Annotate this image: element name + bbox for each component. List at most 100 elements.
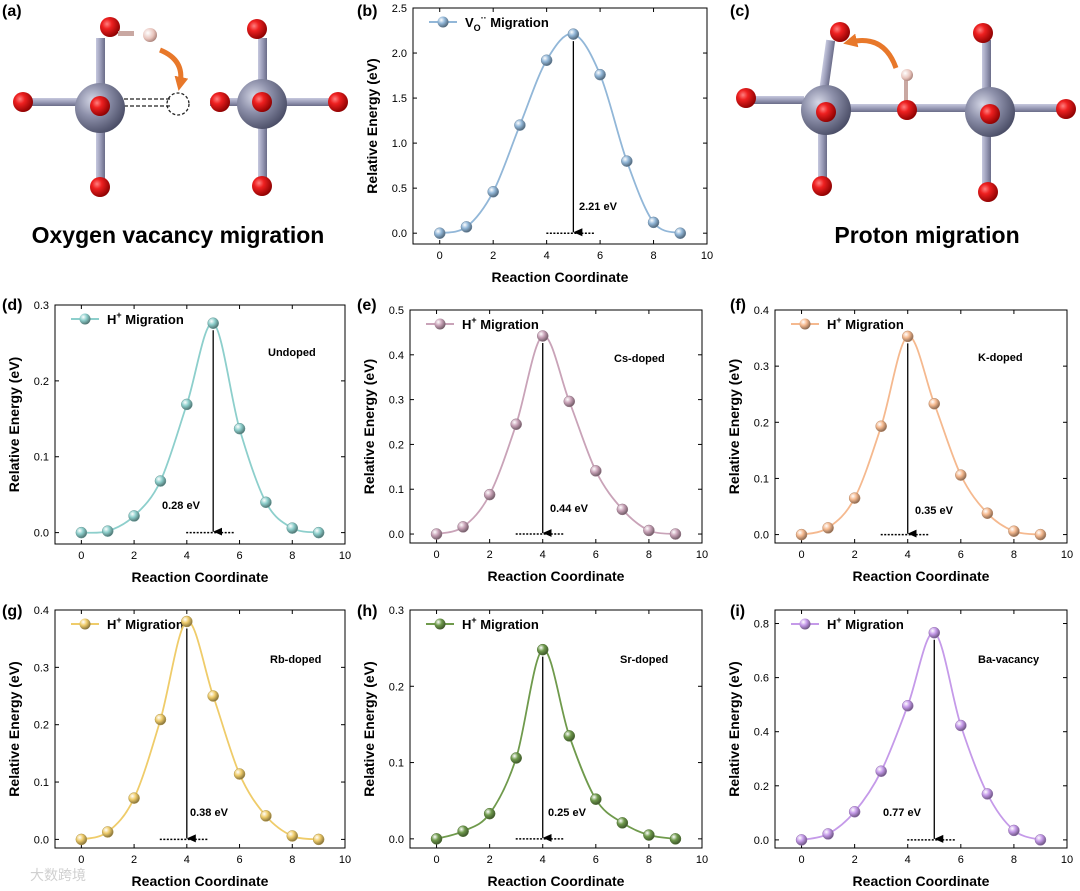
oxygen-atom <box>247 19 267 39</box>
plot-frame <box>409 309 703 544</box>
x-tick-label: 6 <box>597 250 603 262</box>
legend-label: H+ Migration <box>462 615 539 632</box>
barrier-label: 0.77 eV <box>883 807 922 819</box>
x-tick-label: 6 <box>236 854 242 866</box>
y-axis-label: Relative Energy (eV) <box>726 359 742 494</box>
bond <box>96 122 105 184</box>
bond <box>1010 104 1060 112</box>
legend-label: VO·· Migration <box>465 13 549 33</box>
x-tick-label: 2 <box>131 854 137 866</box>
series-line <box>81 322 319 534</box>
oxygen-atom <box>252 176 272 196</box>
data-point <box>457 521 469 533</box>
data-point <box>233 768 246 780</box>
legend-label: H+ Migration <box>827 615 904 632</box>
panel-label: (e) <box>357 297 377 314</box>
oxygen-atom <box>978 182 998 202</box>
data-point <box>563 395 576 408</box>
x-tick-label: 0 <box>433 854 439 866</box>
x-tick-label: 4 <box>184 854 190 866</box>
data-point <box>795 834 808 846</box>
chart-panel-d: (d) 0 2 4 6 8 10 0.0 0.1 0.2 0.3 Reaction Coordinat… <box>2 297 351 585</box>
x-tick-label: 0 <box>78 550 84 562</box>
legend-text-rest: Migration <box>487 15 549 30</box>
x-tick-label: 0 <box>798 854 804 866</box>
data-point <box>260 810 272 822</box>
data-point <box>1008 525 1020 537</box>
data-point <box>590 793 602 805</box>
bridging-oxygen-atom <box>897 100 917 120</box>
oxygen-atom <box>328 92 348 112</box>
x-tick-label: 10 <box>1061 549 1073 561</box>
legend-marker <box>434 618 446 630</box>
oh-bond <box>118 31 134 36</box>
data-point <box>1034 834 1047 846</box>
data-point <box>594 68 606 81</box>
y-tick-label: 0.1 <box>34 452 49 464</box>
y-tick-label: 0.3 <box>389 605 404 617</box>
y-axis-label: Relative Energy (eV) <box>6 357 22 492</box>
x-axis-label: Reaction Coordinate <box>132 873 269 889</box>
vacancy-site <box>166 92 190 116</box>
data-point <box>207 690 219 702</box>
data-point <box>563 730 576 742</box>
bond <box>982 128 991 184</box>
data-point <box>487 186 499 198</box>
data-point <box>616 503 629 516</box>
series-line <box>436 648 676 840</box>
migration-arrow <box>158 47 189 91</box>
panel-label: (g) <box>2 603 22 620</box>
legend-marker <box>799 618 811 630</box>
data-point <box>875 765 887 777</box>
y-tick-label: 0.0 <box>389 529 404 541</box>
legend-marker <box>799 318 811 330</box>
y-tick-label: 0.3 <box>34 300 49 312</box>
oxygen-atom <box>812 176 832 196</box>
y-tick-label: 0.4 <box>34 605 49 617</box>
oxygen-atom <box>980 104 1000 124</box>
y-tick-label: 2.5 <box>392 3 407 15</box>
data-point <box>510 752 522 764</box>
x-tick-label: 6 <box>593 854 599 866</box>
x-axis-label: Reaction Coordinate <box>132 569 269 585</box>
x-axis-label: Reaction Coordinate <box>853 873 990 889</box>
data-point <box>207 317 219 329</box>
x-tick-label: 0 <box>437 250 443 262</box>
y-tick-label: 0.0 <box>392 228 407 240</box>
x-tick-label: 2 <box>487 549 493 561</box>
y-tick-label: 0.8 <box>754 619 769 631</box>
y-tick-label: 0.1 <box>389 484 404 496</box>
hydrogen-atom <box>143 28 157 42</box>
oxygen-atom <box>13 92 33 112</box>
data-point <box>981 507 994 519</box>
plot-frame <box>409 609 703 849</box>
y-axis-label: Relative Energy (eV) <box>361 359 377 494</box>
y-axis-label: Relative Energy (eV) <box>361 661 377 796</box>
series-line <box>436 335 676 535</box>
data-point <box>795 528 808 541</box>
data-point <box>154 713 167 726</box>
data-point <box>154 475 167 487</box>
plot-frame <box>774 309 1068 544</box>
data-point <box>621 155 633 167</box>
data-point <box>75 526 88 539</box>
x-axis-label: Reaction Coordinate <box>853 568 990 584</box>
y-tick-label: 0.3 <box>754 361 769 373</box>
legend-superscript: + <box>836 315 841 325</box>
bond <box>26 98 82 106</box>
x-tick-label: 8 <box>289 854 295 866</box>
oxygen-atom <box>252 92 272 112</box>
panel-a-label: (a) <box>2 3 22 20</box>
legend-label: H+ Migration <box>462 315 539 332</box>
plot-frame <box>54 304 346 545</box>
y-tick-label: 0.2 <box>34 376 49 388</box>
bond <box>258 122 267 184</box>
oxygen-atom <box>830 22 850 42</box>
barrier-label: 0.38 eV <box>190 807 229 819</box>
data-point <box>286 522 299 534</box>
panel-a: (a) Oxyg <box>2 3 348 248</box>
data-point <box>643 524 655 537</box>
y-axis-label: Relative Energy (eV) <box>726 661 742 796</box>
data-point <box>875 420 887 432</box>
